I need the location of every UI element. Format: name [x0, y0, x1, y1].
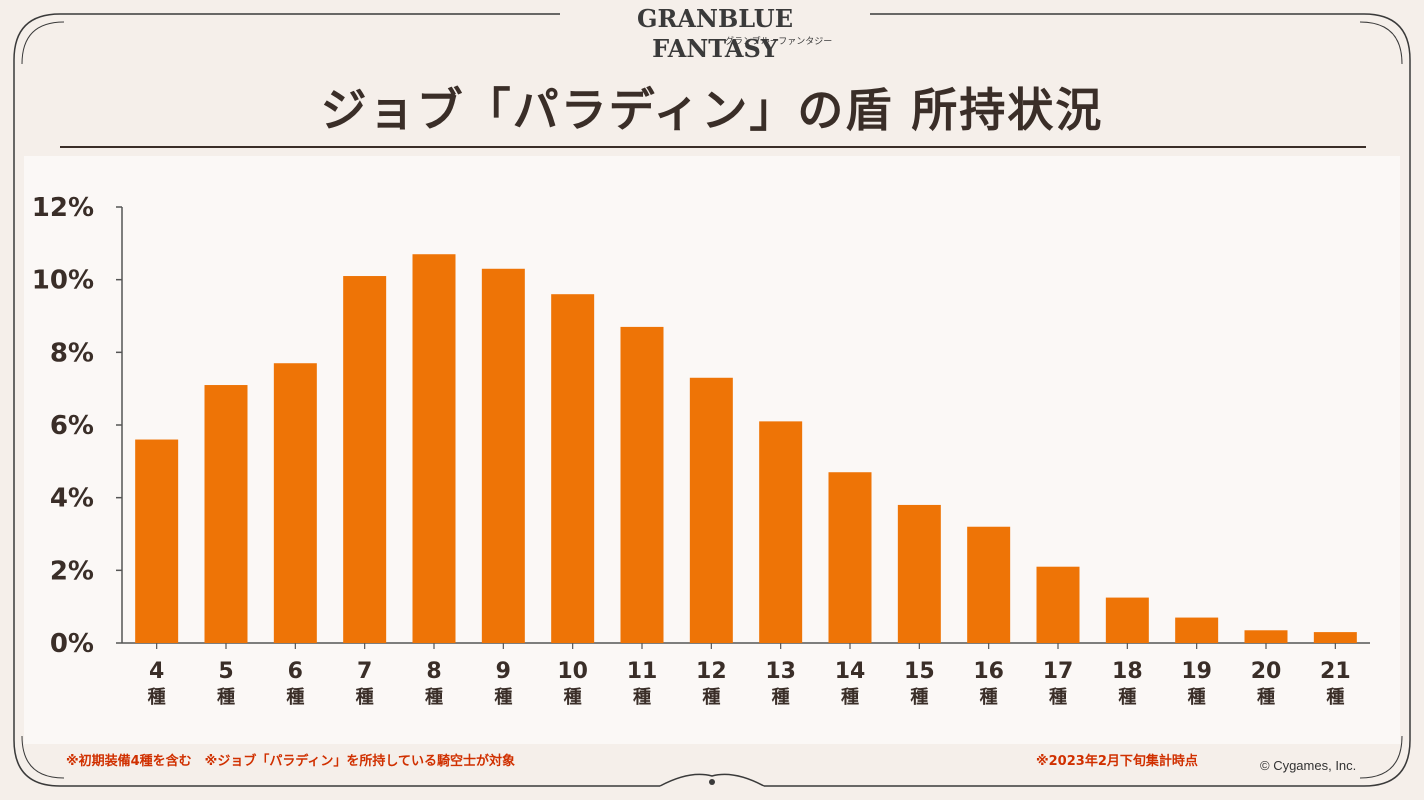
bar — [689, 377, 733, 643]
bar — [273, 363, 317, 643]
y-tick-label: 0% — [50, 629, 94, 659]
bar — [828, 472, 872, 643]
y-tick-label: 12% — [32, 193, 94, 223]
x-tick-label: 11 — [627, 659, 658, 684]
x-tick-unit: 種 — [1257, 686, 1275, 708]
x-tick-label: 8 — [426, 659, 441, 684]
x-tick-unit: 種 — [217, 686, 235, 708]
bar — [620, 326, 664, 643]
x-tick-label: 17 — [1043, 659, 1074, 684]
y-tick-label: 4% — [50, 484, 94, 514]
bar — [204, 385, 248, 643]
y-tick-label: 10% — [32, 266, 94, 296]
x-tick-unit: 種 — [841, 686, 859, 708]
bar — [1036, 566, 1080, 643]
x-tick-unit: 種 — [564, 686, 582, 708]
x-tick-unit: 種 — [702, 686, 720, 708]
footnote-date: ※2023年2月下旬集計時点 — [1036, 754, 1198, 769]
x-tick-label: 12 — [696, 659, 727, 684]
x-tick-label: 6 — [288, 659, 303, 684]
x-tick-label: 20 — [1251, 659, 1282, 684]
copyright: © Cygames, Inc. — [1260, 758, 1357, 773]
granblue-fantasy-logo: GRANBLUE FANTASY グランブルーファンタジー — [590, 4, 840, 63]
x-tick-unit: 種 — [980, 686, 998, 708]
page-title: ジョブ「パラディン」の盾 所持状況 — [320, 83, 1104, 137]
bar — [343, 276, 387, 643]
logo-title: GRANBLUE FANTASY — [636, 4, 794, 63]
x-tick-label: 16 — [973, 659, 1004, 684]
x-tick-label: 7 — [357, 659, 372, 684]
bar — [1244, 630, 1288, 643]
logo-subtitle: グランブルーファンタジー — [725, 37, 833, 47]
x-tick-label: 9 — [496, 659, 511, 684]
bar — [759, 421, 803, 643]
bar — [551, 294, 595, 643]
x-tick-unit: 種 — [286, 686, 304, 708]
x-tick-unit: 種 — [1188, 686, 1206, 708]
x-tick-label: 19 — [1181, 659, 1212, 684]
x-tick-unit: 種 — [1049, 686, 1067, 708]
bar — [481, 268, 525, 643]
x-tick-unit: 種 — [494, 686, 512, 708]
x-tick-label: 4 — [149, 659, 164, 684]
x-tick-unit: 種 — [425, 686, 443, 708]
footnote-left: ※初期装備4種を含む ※ジョブ「パラディン」を所持している騎空士が対象 — [66, 754, 516, 769]
x-tick-unit: 種 — [356, 686, 374, 708]
y-tick-label: 2% — [50, 556, 94, 586]
x-tick-label: 15 — [904, 659, 935, 684]
x-tick-label: 10 — [557, 659, 588, 684]
x-tick-label: 5 — [218, 659, 233, 684]
bar — [1105, 597, 1149, 643]
x-tick-unit: 種 — [1326, 686, 1344, 708]
x-tick-label: 21 — [1320, 659, 1351, 684]
bar — [135, 439, 179, 643]
y-tick-label: 8% — [50, 338, 94, 368]
x-tick-unit: 種 — [772, 686, 790, 708]
title-divider — [60, 146, 1366, 148]
bar — [1175, 617, 1219, 643]
bar — [967, 526, 1011, 643]
x-tick-unit: 種 — [148, 686, 166, 708]
bar — [897, 504, 941, 643]
x-tick-label: 14 — [835, 659, 866, 684]
x-tick-unit: 種 — [633, 686, 651, 708]
x-tick-unit: 種 — [910, 686, 928, 708]
x-tick-label: 13 — [765, 659, 796, 684]
bar — [412, 254, 456, 643]
bar — [1313, 632, 1357, 643]
x-tick-label: 18 — [1112, 659, 1143, 684]
y-tick-label: 6% — [50, 411, 94, 441]
x-tick-unit: 種 — [1118, 686, 1136, 708]
bar-chart: 0%2%4%6%8%10%12%4種5種6種7種8種9種10種11種12種13種… — [32, 193, 1370, 708]
